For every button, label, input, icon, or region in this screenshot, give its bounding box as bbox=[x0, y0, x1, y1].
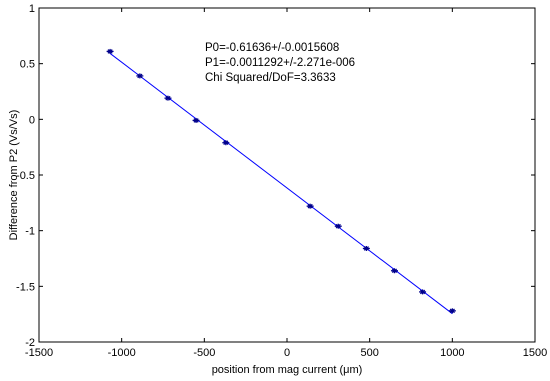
data-point bbox=[306, 203, 314, 209]
fit-annotation: Chi Squared/DoF=3.3633 bbox=[205, 72, 336, 84]
x-tick-label: 500 bbox=[360, 347, 378, 359]
y-tick-label: -1.5 bbox=[16, 281, 35, 293]
data-point bbox=[136, 73, 144, 79]
y-tick-label: 0.5 bbox=[20, 59, 35, 71]
y-tick-label: 1 bbox=[29, 3, 35, 15]
x-tick-label: 1500 bbox=[523, 347, 547, 359]
x-tick-label: -500 bbox=[193, 347, 215, 359]
y-tick-label: -2 bbox=[25, 337, 35, 349]
x-tick-label: 1000 bbox=[440, 347, 464, 359]
x-tick-label: -1000 bbox=[108, 347, 136, 359]
x-axis-label: position from mag current (μm) bbox=[212, 364, 363, 376]
x-tick-label: -1500 bbox=[25, 347, 53, 359]
y-tick-label: -0.5 bbox=[16, 170, 35, 182]
x-axis: -1500 -1000 -500 0 500 1000 1500 bbox=[25, 8, 547, 359]
data-point bbox=[334, 223, 342, 229]
data-point bbox=[362, 245, 370, 251]
fit-annotation: P1=-0.0011292+/-2.271e-006 bbox=[205, 57, 355, 69]
data-point bbox=[222, 140, 230, 146]
y-axis-label: Difference from P2 (Vs/Vs) bbox=[8, 110, 20, 241]
data-point bbox=[106, 48, 114, 54]
y-tick-label: 0 bbox=[29, 114, 35, 126]
fit-annotation: P0=-0.61636+/-0.0015608 bbox=[205, 42, 339, 54]
y-tick-label: -1 bbox=[25, 226, 35, 238]
x-tick-label: 0 bbox=[284, 347, 290, 359]
data-point bbox=[419, 289, 427, 295]
y-axis: -2 -1.5 -1 -0.5 0 0.5 1 bbox=[16, 3, 535, 349]
data-point bbox=[192, 117, 200, 123]
fit-annotations: P0=-0.61636+/-0.0015608 P1=-0.0011292+/-2… bbox=[205, 42, 355, 84]
data-point bbox=[390, 268, 398, 274]
plot-area bbox=[38, 7, 536, 343]
data-point bbox=[448, 308, 456, 314]
data-points bbox=[106, 48, 456, 314]
data-point bbox=[164, 95, 172, 101]
